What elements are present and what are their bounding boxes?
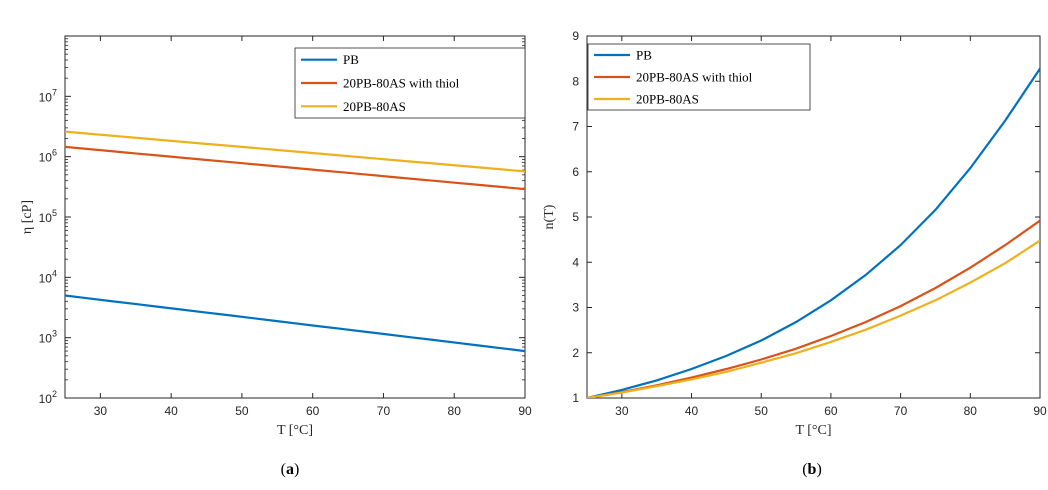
y-tick-label: 104 — [39, 268, 57, 285]
chart-a: 30 40 50 60 70 80 90 102 103 104 105 106 107 T [°C] η … — [20, 35, 532, 478]
series-line-20pb-80as-with-thiol — [65, 145, 525, 191]
chart-b: 30 40 50 60 70 80 90 1 2 3 4 5 6 7 8 9 T [°C] n(T) PB 20PB-… — [542, 29, 1047, 478]
y-tick-label: 102 — [39, 389, 57, 406]
x-tick-label: 80 — [964, 404, 978, 418]
x-tick-label: 70 — [377, 404, 391, 418]
legend: PB 20PB-80AS with thiol 20PB-80AS — [587, 43, 811, 111]
legend-entry: 20PB-80AS with thiol — [343, 76, 460, 91]
y-axis-label: n(T) — [542, 204, 557, 229]
x-tick-label: 60 — [306, 404, 320, 418]
legend: PB 20PB-80AS with thiol 20PB-80AS — [294, 47, 526, 119]
y-tick-label: 107 — [39, 87, 57, 104]
y-tick-label: 6 — [572, 165, 579, 179]
y-axis-label: η [cP] — [20, 200, 35, 234]
subfigure-caption: (a) — [281, 461, 300, 478]
subfigure-caption: (b) — [802, 461, 822, 478]
legend-entry: PB — [343, 52, 359, 67]
legend-entry: 20PB-80AS with thiol — [636, 70, 753, 85]
y-tick-label: 7 — [572, 120, 579, 134]
series-line-pb — [65, 294, 525, 353]
x-tick-label: 30 — [94, 404, 108, 418]
x-axis-label: T [°C] — [795, 423, 831, 438]
x-tick-label: 30 — [615, 404, 629, 418]
y-tick-label: 4 — [572, 255, 579, 269]
x-tick-label: 50 — [755, 404, 769, 418]
y-tick-label: 8 — [572, 74, 579, 88]
legend-entry: 20PB-80AS — [636, 92, 699, 107]
y-tick-label: 9 — [572, 29, 579, 43]
y-tick-label: 5 — [572, 210, 579, 224]
x-tick-label: 70 — [894, 404, 908, 418]
x-tick-label: 80 — [448, 404, 462, 418]
series-line-20pb-80as — [65, 130, 525, 173]
x-tick-label: 90 — [1033, 404, 1047, 418]
x-tick-label: 60 — [824, 404, 838, 418]
y-tick-label: 2 — [572, 346, 579, 360]
x-tick-label: 40 — [164, 404, 178, 418]
x-axis-label: T [°C] — [277, 423, 313, 438]
series-line-20pb-80as — [587, 239, 1040, 398]
x-tick-label: 90 — [518, 404, 532, 418]
y-tick-label: 103 — [39, 329, 57, 346]
x-tick-label: 40 — [685, 404, 699, 418]
y-tick-label: 105 — [39, 208, 57, 225]
y-tick-label: 106 — [39, 148, 57, 165]
legend-entry: PB — [636, 48, 652, 63]
legend-entry: 20PB-80AS — [343, 99, 406, 114]
y-tick-label: 1 — [572, 391, 579, 405]
y-tick-label: 3 — [572, 301, 579, 315]
x-tick-label: 50 — [235, 404, 249, 418]
series-line-pb — [587, 67, 1040, 398]
